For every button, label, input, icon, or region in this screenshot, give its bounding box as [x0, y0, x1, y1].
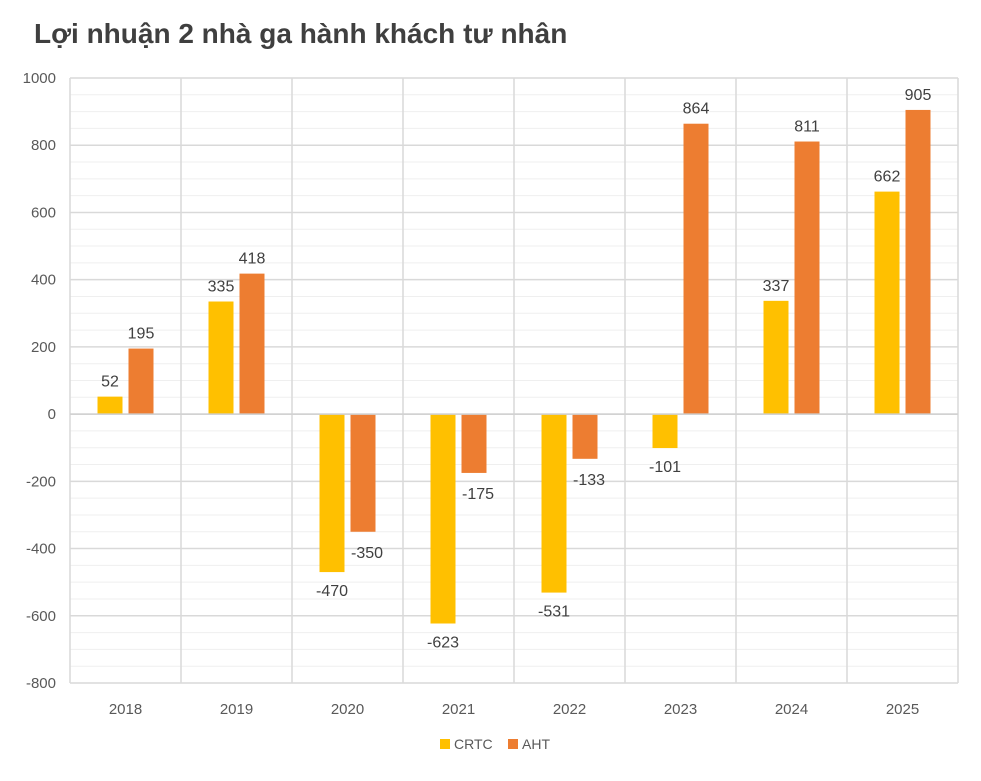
legend-label-crtc: CRTC	[454, 736, 493, 752]
bar-crtc-2024	[763, 300, 789, 415]
data-label-crtc: 52	[101, 374, 119, 391]
bar-crtc-2021	[430, 414, 456, 624]
y-tick-label: 1000	[23, 70, 56, 87]
data-label-aht: 195	[128, 326, 155, 343]
legend: CRTC AHT	[440, 736, 550, 752]
data-label-aht: -175	[462, 486, 494, 503]
x-tick-label: 2018	[109, 701, 142, 718]
x-tick-label: 2024	[775, 701, 808, 718]
grid-lines	[69, 77, 959, 684]
y-tick-label: -400	[26, 541, 56, 558]
legend-label-aht: AHT	[522, 736, 550, 752]
y-tick-label: -800	[26, 675, 56, 692]
bar-aht-2020	[350, 414, 376, 532]
data-label-crtc: -101	[649, 459, 681, 476]
y-tick-label: 800	[31, 137, 56, 154]
data-label-aht: 418	[239, 251, 266, 268]
x-tick-label: 2019	[220, 701, 253, 718]
x-tick-label: 2023	[664, 701, 697, 718]
bar-aht-2025	[905, 109, 931, 415]
x-tick-label: 2022	[553, 701, 586, 718]
x-tick-label: 2025	[886, 701, 919, 718]
chart-title: Lợi nhuận 2 nhà ga hành khách tư nhân	[34, 18, 568, 49]
legend-swatch-crtc	[440, 739, 450, 749]
bar-aht-2023	[683, 123, 709, 415]
bar-crtc-2022	[541, 414, 567, 593]
data-label-crtc: -470	[316, 583, 348, 600]
bar-crtc-2023	[652, 414, 678, 449]
bar-aht-2024	[794, 141, 820, 415]
data-label-aht: -133	[573, 472, 605, 489]
data-label-crtc: -531	[538, 604, 570, 621]
legend-swatch-aht	[508, 739, 518, 749]
y-tick-label: 600	[31, 204, 56, 221]
bar-aht-2019	[239, 273, 265, 415]
y-tick-label: -600	[26, 608, 56, 625]
data-label-crtc: 337	[763, 278, 790, 295]
bar-crtc-2025	[874, 191, 900, 415]
y-tick-label: 200	[31, 339, 56, 356]
data-label-crtc: -623	[427, 635, 459, 652]
bar-aht-2022	[572, 414, 598, 459]
data-label-crtc: 335	[208, 279, 235, 296]
y-tick-label: 400	[31, 272, 56, 289]
bar-crtc-2018	[97, 396, 123, 415]
axes: 1000 800 600 400 200 0 -200 -400 -600 -800 2018 201…	[23, 70, 958, 718]
bar-crtc-2019	[208, 301, 234, 415]
data-label-aht: -350	[351, 545, 383, 562]
bar-aht-2018	[128, 348, 154, 415]
data-label-aht: 811	[794, 119, 820, 136]
data-label-crtc: 662	[874, 169, 901, 186]
bar-crtc-2020	[319, 414, 345, 573]
data-label-aht: 905	[905, 87, 932, 104]
bars	[97, 109, 931, 624]
y-tick-label: -200	[26, 473, 56, 490]
bar-aht-2021	[461, 414, 487, 473]
y-tick-label: 0	[48, 406, 56, 423]
x-tick-label: 2020	[331, 701, 364, 718]
data-label-aht: 864	[683, 101, 710, 118]
x-tick-label: 2021	[442, 701, 475, 718]
